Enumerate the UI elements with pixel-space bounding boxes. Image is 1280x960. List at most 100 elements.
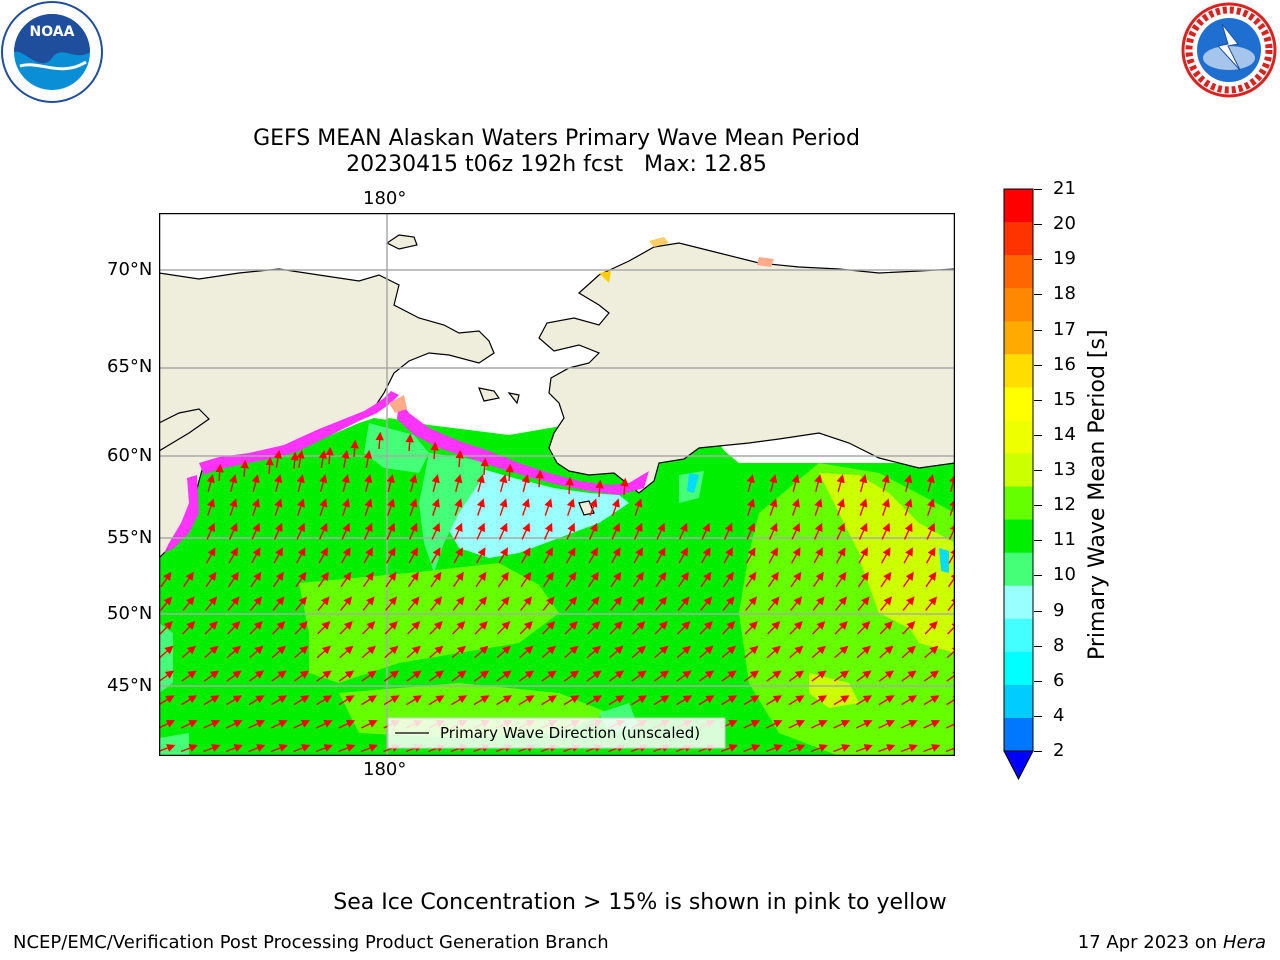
wave-direction-arrow (316, 645, 331, 659)
colorbar-tick-label: 12 (1053, 494, 1076, 516)
colorbar-label: Primary Wave Mean Period [s] (1085, 329, 1110, 660)
colorbar-tick-label: 10 (1053, 564, 1076, 586)
wave-direction-arrow (430, 596, 443, 611)
wave-direction-arrow (566, 522, 575, 540)
colorbar-segment (1004, 519, 1033, 554)
wave-direction-arrow (903, 547, 913, 564)
wave-direction-arrow (206, 474, 215, 492)
wave-direction-arrow (565, 596, 578, 611)
wave-direction-arrow (924, 621, 938, 635)
wave-direction-arrow (723, 522, 733, 540)
wave-direction-arrow (383, 670, 400, 682)
wave-direction-arrow (766, 695, 783, 706)
wave-direction-arrow (901, 645, 916, 659)
wave-direction-arrow (608, 695, 625, 706)
wave-direction-arrow (474, 621, 488, 635)
wave-direction-arrow (182, 621, 196, 635)
wave-direction-arrow (521, 522, 530, 540)
wave-direction-arrow (791, 474, 800, 492)
wave-direction-arrow (160, 596, 173, 611)
wave-direction-arrow (519, 621, 533, 635)
wave-direction-arrow (318, 449, 328, 469)
wave-direction-arrow (451, 645, 466, 659)
wave-direction-arrow (925, 596, 938, 611)
wave-direction-arrow (722, 621, 736, 635)
wave-direction-arrow (227, 596, 240, 611)
wave-direction-arrow (519, 645, 534, 659)
wave-direction-arrow (543, 547, 553, 564)
lat-label-45: 45°N (107, 675, 153, 696)
wave-direction-arrow (473, 670, 490, 682)
wave-direction-arrow (496, 670, 512, 682)
wave-direction-arrow (900, 720, 918, 729)
wave-direction-arrow (880, 596, 893, 611)
colorbar-tick-label: 17 (1053, 318, 1076, 340)
wave-direction-arrow (159, 621, 173, 635)
colorbar-tick-mark (1034, 294, 1042, 296)
wave-direction-arrow (632, 571, 644, 588)
wave-direction-arrow (564, 645, 579, 659)
wave-direction-arrow (858, 522, 868, 540)
wave-direction-arrow (338, 744, 356, 753)
wave-direction-arrow (318, 522, 328, 540)
wave-direction-arrow (271, 695, 288, 706)
wave-direction-arrow (518, 670, 535, 682)
wave-direction-arrow (360, 720, 378, 729)
wave-direction-arrow (855, 720, 873, 729)
wave-direction-arrow (294, 621, 308, 635)
wave-direction-arrow (835, 571, 847, 588)
wave-direction-arrow (430, 571, 442, 588)
wave-direction-arrow (814, 498, 823, 516)
wave-direction-arrow (946, 645, 955, 659)
wave-direction-arrow (565, 547, 576, 564)
wave-direction-arrow (699, 645, 714, 659)
wave-direction-arrow (182, 596, 195, 611)
wave-direction-arrow (428, 695, 445, 706)
colorbar-segment (1004, 717, 1033, 752)
wave-direction-arrow (766, 645, 781, 659)
wave-direction-arrow (878, 720, 896, 729)
wave-direction-arrow (319, 474, 328, 492)
wave-direction-arrow (835, 596, 848, 611)
colorbar-segment (1004, 618, 1033, 653)
wave-direction-arrow (878, 670, 895, 682)
wave-direction-arrow (586, 695, 603, 706)
wave-direction-arrow (384, 621, 398, 635)
wave-direction-arrow (811, 670, 827, 682)
wave-direction-arrow (811, 695, 828, 706)
wave-direction-arrow (541, 645, 556, 659)
wave-direction-arrow (293, 720, 311, 729)
wave-direction-arrow (788, 695, 805, 706)
wave-direction-arrow (653, 670, 670, 682)
wave-direction-arrow (203, 695, 220, 706)
wave-direction-arrow (499, 474, 508, 492)
wave-direction-arrow (699, 621, 713, 635)
map-subtitle: 20230415 t06z 192h fcst Max: 12.85 (346, 152, 767, 177)
wave-direction-arrow (812, 596, 825, 611)
wave-direction-arrow (926, 522, 935, 540)
wave-direction-arrow (340, 596, 353, 611)
wave-direction-arrow (767, 596, 780, 611)
wave-direction-arrow (204, 645, 219, 659)
lat-label-70: 70°N (107, 259, 153, 280)
wave-direction-arrow (856, 645, 871, 659)
wave-direction-arrow (248, 720, 266, 729)
wave-direction-arrow (765, 744, 783, 753)
wave-direction-arrow (565, 571, 577, 588)
wave-direction-arrow (205, 571, 217, 588)
wave-direction-arrow (856, 670, 872, 682)
map-title: GEFS MEAN Alaskan Waters Primary Wave Me… (253, 126, 860, 151)
arrow-legend: Primary Wave Direction (unscaled) (387, 717, 726, 749)
wave-direction-arrow (521, 498, 530, 516)
wave-direction-arrow (407, 596, 420, 611)
wave-direction-arrow (409, 498, 418, 516)
wave-direction-arrow (251, 498, 260, 516)
wave-direction-arrow (925, 547, 936, 564)
wave-direction-arrow (270, 720, 288, 729)
wave-direction-arrow (317, 621, 331, 635)
wave-direction-arrow (295, 547, 306, 564)
colorbar-tick-label: 18 (1053, 283, 1076, 305)
wave-direction-arrow (947, 596, 955, 611)
wave-direction-arrow (341, 498, 350, 516)
wave-direction-arrow (813, 522, 823, 540)
